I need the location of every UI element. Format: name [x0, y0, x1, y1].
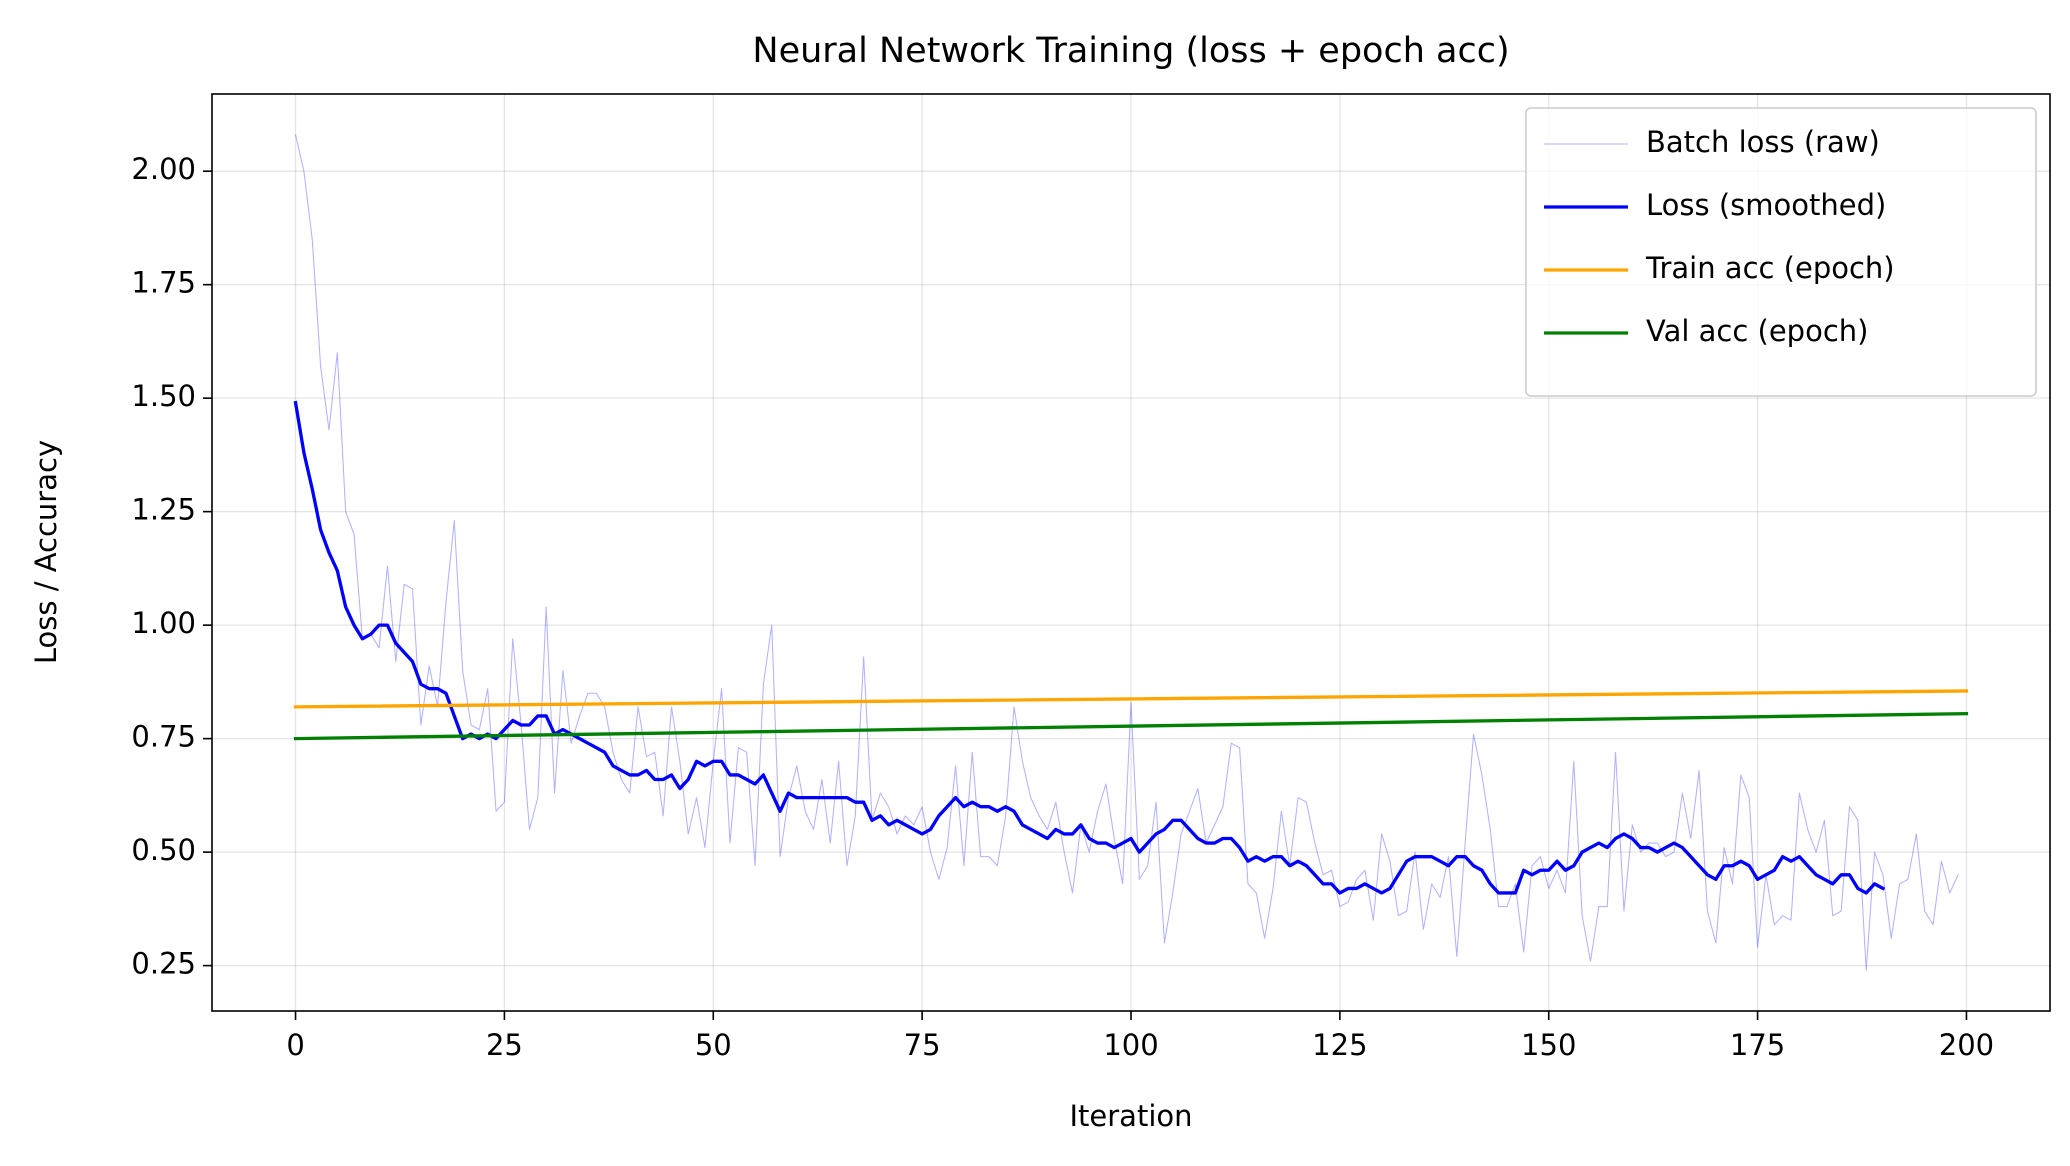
x-axis-label: Iteration [1069, 1099, 1192, 1133]
series-line [293, 711, 1969, 741]
series-line [293, 400, 1886, 895]
y-axis-label: Loss / Accuracy [29, 440, 63, 664]
chart-title: Neural Network Training (loss + epoch ac… [752, 31, 1509, 71]
legend: Batch loss (raw) Loss (smoothed) Train acc… [1525, 107, 2037, 397]
axes: 0 25 50 75 100 125 150 175 200 0.25 0.50 0.75 1.00 1.… [131, 152, 1994, 1062]
y-tick-label: 1.50 [131, 379, 196, 413]
y-tick-label: 0.75 [131, 720, 196, 754]
y-tick-label: 0.50 [131, 833, 196, 867]
x-tick-label: 25 [486, 1028, 523, 1062]
series-line [293, 689, 1969, 709]
y-tick-label: 0.25 [131, 947, 196, 981]
x-tick-label: 125 [1312, 1028, 1367, 1062]
y-tick-label: 1.75 [131, 266, 196, 300]
plot-area [293, 134, 1969, 971]
x-tick-label: 100 [1103, 1028, 1158, 1062]
y-tick-label: 2.00 [131, 152, 196, 186]
y-tick-label: 1.25 [131, 493, 196, 527]
legend-label: Train acc (epoch) [1645, 251, 1895, 285]
legend-label: Batch loss (raw) [1646, 125, 1880, 159]
legend-box [1525, 107, 2037, 397]
x-tick-label: 75 [904, 1028, 941, 1062]
legend-label: Loss (smoothed) [1646, 188, 1886, 222]
y-tick-label: 1.00 [131, 606, 196, 640]
x-tick-label: 175 [1730, 1028, 1785, 1062]
x-tick-label: 200 [1939, 1028, 1994, 1062]
series-line [294, 134, 1959, 971]
x-tick-label: 0 [286, 1028, 304, 1062]
x-tick-label: 150 [1521, 1028, 1576, 1062]
x-tick-label: 50 [695, 1028, 732, 1062]
legend-label: Val acc (epoch) [1646, 314, 1868, 348]
